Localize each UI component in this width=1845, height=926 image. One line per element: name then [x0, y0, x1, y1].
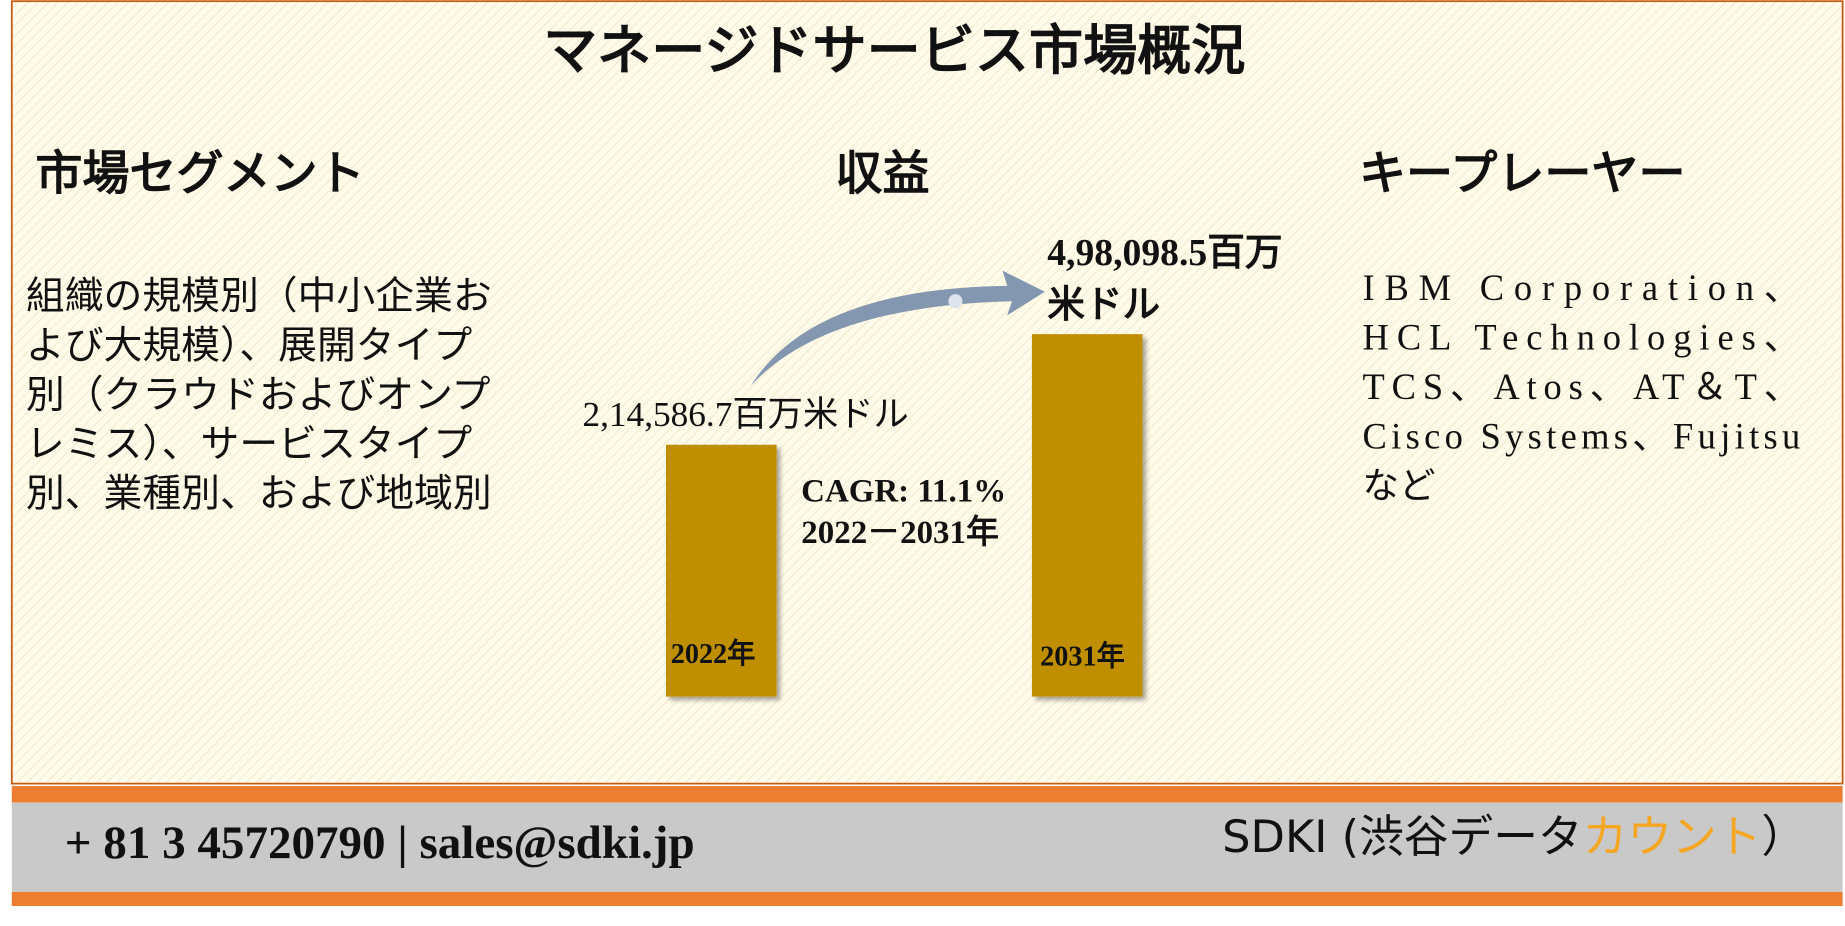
segment-line: 別、業種別、および地域別: [26, 473, 492, 516]
segment-line: よび大規模）、展開タイプ: [26, 324, 473, 367]
player-line: HCL Technologies、: [1363, 318, 1801, 358]
contact: + 81 3 45720790 | sales@sdki.jp: [65, 817, 695, 869]
cagr: CAGR: 11.1%: [801, 474, 1006, 510]
player-line: TCS、Atos、AT＆T、: [1363, 367, 1801, 407]
bar-2031: [1031, 334, 1143, 697]
brand-accent: カウント: [1583, 810, 1762, 863]
year-label: 2031年: [1040, 639, 1125, 672]
title: マネージドサービス市場概況: [543, 21, 1245, 81]
cagr-period: 2022－2031年: [801, 514, 999, 551]
year-label: 2022年: [671, 637, 756, 670]
panel: [10, 0, 1844, 785]
heading: 市場セグメント: [35, 149, 364, 201]
segment-line: 組織の規模別（中小企業お: [26, 275, 492, 318]
footer-stripe: [11, 785, 1843, 803]
footer: [11, 802, 1843, 892]
brand: SDKI (渋谷データカウント）: [1222, 810, 1806, 863]
player-line: など: [1363, 466, 1436, 506]
footer-stripe: [11, 891, 1843, 906]
heading: 収益: [835, 149, 929, 201]
growth-arrow: [750, 270, 1045, 386]
brand-text: ）: [1761, 810, 1806, 863]
value-label: 4,98,098.5百万: [1047, 232, 1282, 274]
brand-text: SDKI (渋谷データ: [1222, 810, 1582, 863]
arrow-dot: [948, 294, 963, 309]
players: IBM Corporation、HCL Technologies、TCS、Ato…: [1363, 268, 1801, 506]
bar-2022: [665, 444, 777, 697]
value-label: 2,14,586.7百万米ドル: [582, 395, 908, 434]
value-label: 米ドル: [1047, 284, 1160, 326]
segment-line: レミス）、サービスタイプ: [26, 423, 473, 466]
segments: 組織の規模別（中小企業および大規模）、展開タイプ別（クラウドおよびオンプレミス）…: [26, 275, 492, 516]
player-line: Cisco Systems、Fujitsu: [1363, 416, 1801, 456]
heading: キープレーヤー: [1359, 149, 1686, 201]
segment-line: 別（クラウドおよびオンプ: [26, 374, 491, 417]
